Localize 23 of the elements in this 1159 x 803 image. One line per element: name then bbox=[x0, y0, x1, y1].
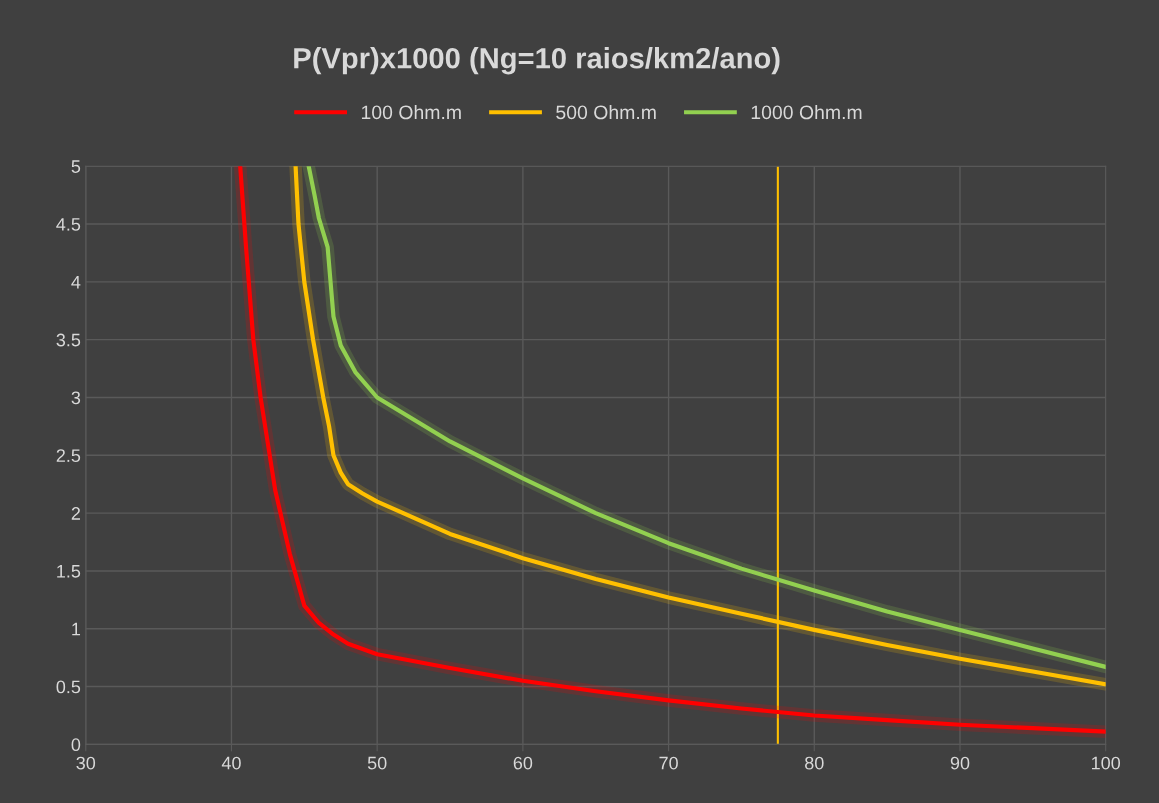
chart-title: P(Vpr)x1000 (Ng=10 raios/km2/ano) bbox=[294, 47, 780, 75]
y-tick-label: 4.5 bbox=[56, 218, 81, 231]
y-tick-label: 4 bbox=[71, 275, 81, 289]
legend-label: 100 Ohm.m bbox=[361, 104, 461, 120]
y-tick-label: 3.5 bbox=[56, 333, 81, 347]
x-tick-label: 90 bbox=[950, 756, 970, 770]
y-tick-label: 3 bbox=[71, 391, 81, 405]
x-tick-label: 80 bbox=[805, 756, 824, 770]
x-tick-label: 50 bbox=[367, 756, 387, 770]
x-tick-label: 30 bbox=[76, 756, 96, 770]
x-tick-label: 40 bbox=[221, 756, 241, 770]
x-tick-label: 70 bbox=[659, 756, 678, 770]
legend-label: 1000 Ohm.m bbox=[751, 104, 862, 120]
x-tick-label: 60 bbox=[513, 756, 533, 770]
legend-label: 500 Ohm.m bbox=[556, 104, 656, 120]
y-tick-label: 1 bbox=[72, 622, 81, 636]
y-tick-label: 5 bbox=[71, 160, 81, 173]
y-tick-label: 0.5 bbox=[56, 680, 81, 694]
y-tick-label: 2.5 bbox=[56, 449, 81, 463]
y-tick-label: 1.5 bbox=[57, 565, 81, 578]
y-tick-label: 0 bbox=[71, 738, 81, 752]
y-tick-label: 2 bbox=[71, 507, 80, 520]
x-tick-label: 100 bbox=[1092, 756, 1121, 770]
